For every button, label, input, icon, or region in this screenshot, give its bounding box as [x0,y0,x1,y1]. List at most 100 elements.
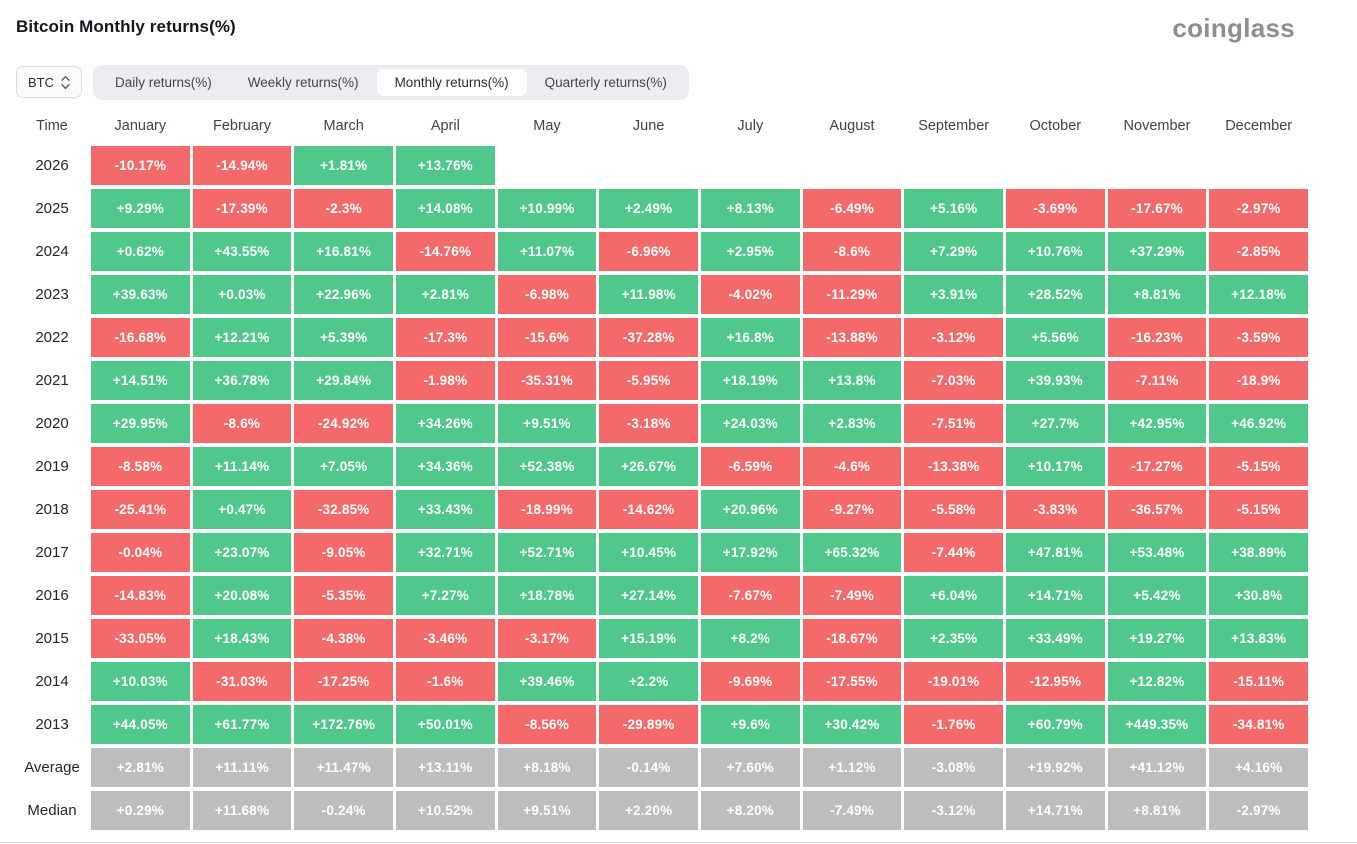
cell-2015-july: +8.2% [700,618,800,658]
cell-2020-december: +46.92% [1209,403,1308,443]
cell-2024-august: -8.6% [802,231,902,271]
cell-2017-january: -0.04% [91,532,190,572]
row-label-2013: 2013 [35,715,69,733]
cell-2018-may: -18.99% [497,489,597,529]
cell-2023-november: +8.81% [1107,274,1207,314]
cell-2021-june: -5.95% [599,360,698,400]
column-header-april: April [430,117,460,134]
cell-2015-december: +13.83% [1209,618,1308,658]
cell-2020-november: +42.95% [1107,403,1207,443]
cell-2020-september: -7.51% [904,403,1003,443]
cell-2019-november: -17.27% [1107,446,1207,486]
cell-2015-june: +15.19% [599,618,698,658]
cell-median-march: -0.24% [294,790,393,830]
cell-empty [498,146,597,185]
cell-empty [599,146,698,185]
cell-average-january: +2.81% [91,747,190,787]
cell-2013-february: +61.77% [192,704,292,744]
cell-2025-november: -17.67% [1107,188,1207,228]
cell-2022-july: +16.8% [700,317,800,357]
cell-2023-august: -11.29% [802,274,902,314]
cell-2025-may: +10.99% [497,188,597,228]
cell-2014-may: +39.46% [497,661,597,701]
cell-average-october: +19.92% [1005,747,1105,787]
column-header-february: February [212,117,271,134]
cell-2021-february: +36.78% [192,360,292,400]
cell-2019-december: -5.15% [1209,446,1308,486]
cell-average-july: +7.60% [700,747,800,787]
cell-2014-july: -9.69% [700,661,800,701]
column-header-march: March [323,117,364,134]
row-label-2014: 2014 [35,672,69,690]
cell-2023-december: +12.18% [1209,274,1308,314]
cell-2016-july: -7.67% [700,575,800,615]
cell-2019-june: +26.67% [599,446,698,486]
cell-2016-september: +6.04% [904,575,1003,615]
cell-2014-september: -19.01% [904,661,1003,701]
cell-2024-november: +37.29% [1107,231,1207,271]
cell-2020-july: +24.03% [700,403,800,443]
cell-2017-march: -9.05% [294,532,393,572]
cell-2018-november: -36.57% [1107,489,1207,529]
cell-median-december: -2.97% [1209,790,1308,830]
cell-2017-september: -7.44% [904,532,1003,572]
cell-2026-january: -10.17% [91,145,190,185]
cell-2016-february: +20.08% [192,575,292,615]
returns-table: Time January February March April May June July… [16,110,1308,830]
cell-average-may: +8.18% [497,747,597,787]
cell-2023-september: +3.91% [904,274,1003,314]
row-label-2019: 2019 [35,457,69,475]
cell-2020-may: +9.51% [497,403,597,443]
column-header-july: July [737,117,764,134]
cell-2013-december: -34.81% [1209,704,1308,744]
cell-2021-may: -35.31% [497,360,597,400]
cell-2024-december: -2.85% [1209,231,1308,271]
cell-average-november: +41.12% [1107,747,1207,787]
tab-weekly-returns[interactable]: Weekly returns(%) [247,74,359,90]
coinglass-logo: coinglass [1172,13,1295,43]
coin-selector-label: BTC [28,74,54,90]
cell-2018-january: -25.41% [91,489,190,529]
tab-daily-returns[interactable]: Daily returns(%) [115,74,212,90]
cell-2016-august: -7.49% [802,575,902,615]
cell-2013-july: +9.6% [700,704,800,744]
cell-2020-august: +2.83% [802,403,902,443]
cell-median-september: -3.12% [904,790,1003,830]
column-header-may: May [533,117,561,134]
cell-2019-july: -6.59% [700,446,800,486]
cell-2018-july: +20.96% [700,489,800,529]
cell-2024-february: +43.55% [192,231,292,271]
page-title: Bitcoin Monthly returns(%) [16,17,236,36]
cell-2013-may: -8.56% [497,704,597,744]
cell-2018-december: -5.15% [1209,489,1308,529]
cell-2016-october: +14.71% [1005,575,1105,615]
cell-2022-may: -15.6% [497,317,597,357]
cell-average-february: +11.11% [192,747,292,787]
sort-carets-icon [61,75,70,90]
cell-2026-april: +13.76% [395,145,495,185]
cell-2021-december: -18.9% [1209,360,1308,400]
cell-2021-august: +13.8% [802,360,902,400]
row-label-2025: 2025 [35,199,69,217]
cell-2015-september: +2.35% [904,618,1003,658]
cell-2017-may: +52.71% [497,532,597,572]
cell-average-june: -0.14% [599,747,698,787]
column-header-january: January [114,117,167,134]
tab-quarterly-returns[interactable]: Quarterly returns(%) [544,74,667,90]
cell-2019-september: -13.38% [904,446,1003,486]
cell-2025-february: -17.39% [192,188,292,228]
cell-median-may: +9.51% [497,790,597,830]
tab-monthly-returns[interactable]: Monthly returns(%) [376,68,527,96]
cell-2014-january: +10.03% [91,661,190,701]
column-header-october: October [1029,117,1082,134]
row-label-2015: 2015 [35,629,69,647]
cell-2015-february: +18.43% [192,618,292,658]
cell-average-april: +13.11% [395,747,495,787]
cell-2024-june: -6.96% [599,231,698,271]
cell-2022-august: -13.88% [802,317,902,357]
coin-selector[interactable]: BTC [16,66,82,99]
cell-2018-october: -3.83% [1005,489,1105,529]
cell-2024-may: +11.07% [497,231,597,271]
cell-2021-july: +18.19% [700,360,800,400]
cell-2016-april: +7.27% [395,575,495,615]
